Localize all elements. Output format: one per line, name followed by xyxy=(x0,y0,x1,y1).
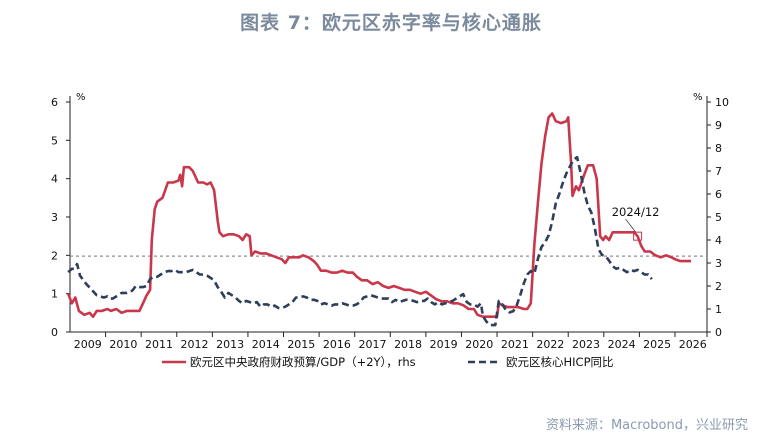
right-tick-label: 9 xyxy=(715,119,722,132)
right-tick-label: 7 xyxy=(715,165,722,178)
x-tick-label: 2018 xyxy=(394,338,422,351)
left-tick-label: 3 xyxy=(51,211,58,224)
x-tick-label: 2010 xyxy=(109,338,137,351)
x-tick-label: 2019 xyxy=(430,338,458,351)
x-tick-label: 2022 xyxy=(536,338,564,351)
x-tick-label: 2016 xyxy=(323,338,351,351)
x-tick-label: 2025 xyxy=(643,338,671,351)
left-tick-label: 6 xyxy=(51,96,58,109)
deficit-series-line xyxy=(66,112,691,318)
annotation-group: 2024/12 xyxy=(612,205,660,241)
left-tick-label: 4 xyxy=(51,173,58,186)
legend-label-core: 欧元区核心HICP同比 xyxy=(506,355,614,369)
core-hicp-series-line xyxy=(67,155,653,327)
annotation-marker xyxy=(633,231,643,241)
right-tick-label: 0 xyxy=(715,326,722,339)
left-tick-label: 2 xyxy=(51,249,58,262)
x-tick-label: 2011 xyxy=(145,338,173,351)
left-tick-label: 1 xyxy=(51,288,58,301)
right-tick-label: 10 xyxy=(715,96,729,109)
left-axis-unit: % xyxy=(76,92,86,103)
x-tick-label: 2020 xyxy=(465,338,493,351)
right-tick-label: 2 xyxy=(715,280,722,293)
source-note: 资料来源：Macrobond，兴业研究 xyxy=(545,418,748,433)
x-tick-label: 2021 xyxy=(501,338,529,351)
annotation-leader xyxy=(625,218,636,233)
right-tick-label: 8 xyxy=(715,142,722,155)
series-group xyxy=(66,112,691,327)
right-tick-label: 3 xyxy=(715,257,722,270)
x-tick-label: 2023 xyxy=(572,338,600,351)
right-tick-label: 5 xyxy=(715,211,722,224)
x-tick-label: 2024 xyxy=(608,338,636,351)
legend: 欧元区中央政府财政预算/GDP（+2Y），rhs 欧元区核心HICP同比 xyxy=(162,355,614,369)
left-tick-label: 0 xyxy=(51,326,58,339)
x-tick-label: 2015 xyxy=(287,338,315,351)
right-tick-label: 1 xyxy=(715,303,722,316)
right-axis-unit: % xyxy=(693,92,703,103)
x-tick-label: 2026 xyxy=(679,338,707,351)
left-tick-label: 5 xyxy=(51,134,58,147)
x-tick-label: 2013 xyxy=(216,338,244,351)
x-tick-label: 2012 xyxy=(181,338,209,351)
chart-title: 图表 7：欧元区赤字率与核心通胀 xyxy=(240,12,542,34)
right-tick-label: 4 xyxy=(715,234,722,247)
annotation-label: 2024/12 xyxy=(612,205,660,219)
legend-label-deficit: 欧元区中央政府财政预算/GDP（+2Y），rhs xyxy=(190,355,416,369)
axes: 0 1 2 3 4 5 6 % 0 1 2 3 4 5 6 7 8 9 10% 2009 2010 2011 2012 201… xyxy=(51,92,729,351)
x-tick-label: 2017 xyxy=(358,338,386,351)
right-tick-label: 6 xyxy=(715,188,722,201)
x-tick-label: 2009 xyxy=(74,338,102,351)
x-tick-label: 2014 xyxy=(252,338,280,351)
